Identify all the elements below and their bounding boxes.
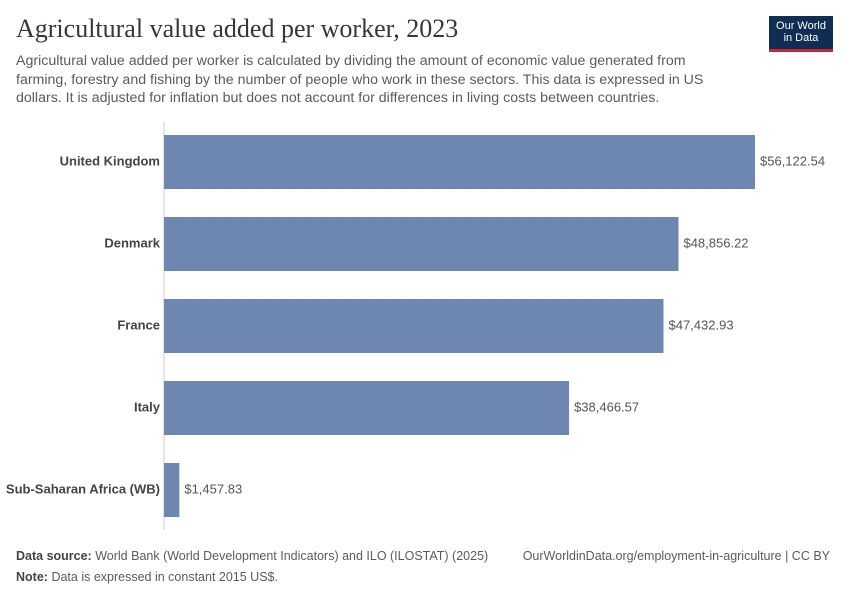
- y-tick-label: France: [117, 317, 160, 332]
- source-label: Data source:: [16, 549, 92, 563]
- y-tick-label: Italy: [134, 399, 161, 414]
- bar: [164, 463, 180, 517]
- note-label: Note:: [16, 570, 48, 584]
- logo-text: Our World: [776, 20, 826, 32]
- note-text: Data is expressed in constant 2015 US$.: [51, 570, 278, 584]
- chart-title: Agricultural value added per worker, 202…: [16, 14, 459, 43]
- value-label: $38,466.57: [574, 399, 639, 414]
- url[interactable]: OurWorldinData.org/employment-in-agricul…: [522, 549, 830, 563]
- source-text: World Bank (World Development Indicators…: [95, 549, 489, 563]
- value-label: $48,856.22: [683, 235, 748, 250]
- logo-text: in Data: [783, 32, 819, 44]
- bar: [164, 217, 679, 271]
- y-tick-label: Sub-Saharan Africa (WB): [6, 481, 160, 496]
- logo[interactable]: Our World in Data: [769, 16, 833, 52]
- bar: [164, 135, 755, 189]
- y-tick-label: Denmark: [104, 235, 160, 250]
- value-label: $56,122.54: [760, 153, 825, 168]
- y-tick-label: United Kingdom: [60, 153, 160, 168]
- bar: [164, 299, 664, 353]
- note: Note: Data is expressed in constant 2015…: [16, 570, 278, 584]
- source: Data source: World Bank (World Developme…: [16, 549, 488, 563]
- chart-subtitle: Agricultural value added per worker is c…: [16, 53, 704, 106]
- bar: [164, 381, 570, 435]
- value-label: $1,457.83: [184, 481, 242, 496]
- value-label: $47,432.93: [668, 317, 733, 332]
